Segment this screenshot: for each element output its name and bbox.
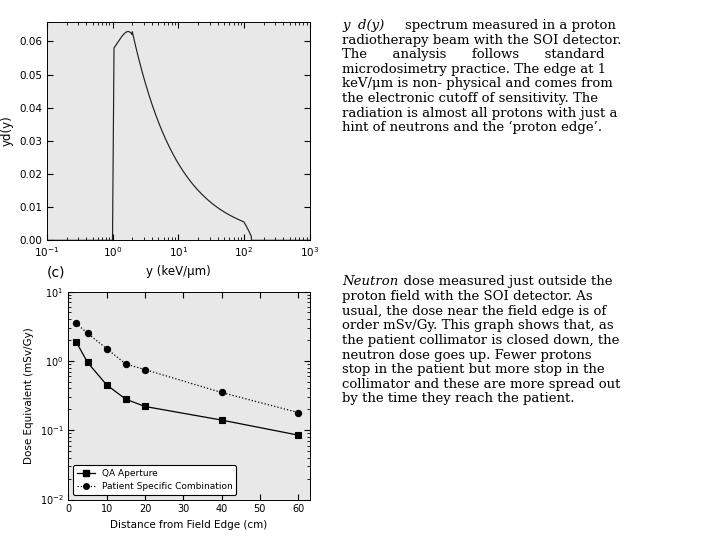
Text: proton field with the SOI detector. As: proton field with the SOI detector. As (342, 290, 593, 303)
Text: (c): (c) (47, 266, 66, 280)
Text: usual, the dose near the field edge is of: usual, the dose near the field edge is o… (342, 305, 606, 318)
Text: by the time they reach the patient.: by the time they reach the patient. (342, 393, 575, 406)
Text: keV/μm is non- physical and comes from: keV/μm is non- physical and comes from (342, 77, 613, 90)
Text: collimator and these are more spread out: collimator and these are more spread out (342, 378, 621, 391)
Text: the patient collimator is closed down, the: the patient collimator is closed down, t… (342, 334, 619, 347)
Text: Neutron: Neutron (342, 275, 398, 288)
Y-axis label: yd(y): yd(y) (1, 116, 14, 146)
Text: The      analysis      follows      standard: The analysis follows standard (342, 48, 605, 61)
Text: stop in the patient but more stop in the: stop in the patient but more stop in the (342, 363, 605, 376)
Text: neutron dose goes up. Fewer protons: neutron dose goes up. Fewer protons (342, 348, 592, 361)
Text: dose measured just outside the: dose measured just outside the (395, 275, 612, 288)
Text: the electronic cutoff of sensitivity. The: the electronic cutoff of sensitivity. Th… (342, 92, 598, 105)
X-axis label: Distance from Field Edge (cm): Distance from Field Edge (cm) (110, 520, 268, 530)
Text: order mSv/Gy. This graph shows that, as: order mSv/Gy. This graph shows that, as (342, 319, 613, 332)
X-axis label: y (keV/μm): y (keV/μm) (146, 265, 210, 278)
Legend: QA Aperture, Patient Specific Combination: QA Aperture, Patient Specific Combinatio… (73, 465, 236, 495)
Text: spectrum measured in a proton: spectrum measured in a proton (405, 19, 616, 32)
Text: y  d(y): y d(y) (342, 19, 389, 32)
Y-axis label: Dose Equivalent (mSv/Gy): Dose Equivalent (mSv/Gy) (24, 327, 34, 464)
Text: radiation is almost all protons with just a: radiation is almost all protons with jus… (342, 106, 618, 120)
Text: hint of neutrons and the ‘proton edge’.: hint of neutrons and the ‘proton edge’. (342, 122, 602, 134)
Text: radiotherapy beam with the SOI detector.: radiotherapy beam with the SOI detector. (342, 33, 621, 46)
Text: microdosimetry practice. The edge at 1: microdosimetry practice. The edge at 1 (342, 63, 606, 76)
